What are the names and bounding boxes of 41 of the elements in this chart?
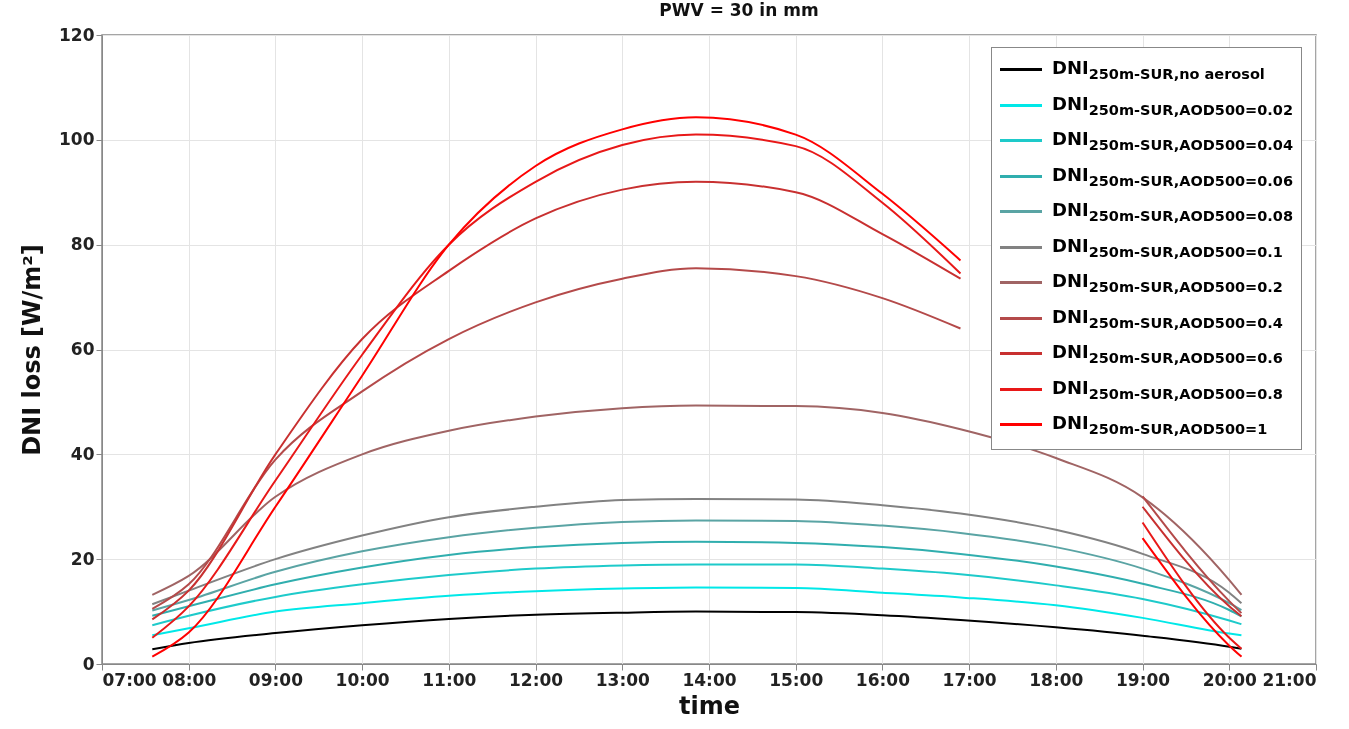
y-tick-label: 0 — [82, 653, 95, 674]
x-tick-label: 14:00 — [682, 669, 737, 690]
y-tick-label: 20 — [70, 548, 95, 569]
line-series — [151, 497, 1243, 606]
x-tick-label: 18:00 — [1029, 669, 1084, 690]
legend-label: DNI$_{250m-SUR,AOD500=0.08}$ — [1051, 199, 1293, 225]
x-tick-label: 11:00 — [422, 669, 477, 690]
line-series — [151, 519, 1243, 612]
x-tick-label: 20:00 — [1202, 669, 1258, 690]
line-series — [151, 610, 1243, 651]
legend-label: DNI$_{250m-SUR,AOD500=0.06}$ — [1051, 163, 1293, 189]
legend-label: DNI$_{250m-SUR,AOD500=0.8}$ — [1051, 376, 1283, 402]
x-tick-label: 09:00 — [248, 669, 304, 690]
y-tick-label: 120 — [59, 24, 95, 45]
x-tick-label: 21:00 — [1262, 669, 1317, 690]
y-tick-label: 100 — [59, 129, 95, 150]
legend-label: DNI$_{250m-SUR,AOD500=0.04}$ — [1051, 128, 1293, 154]
legend-label: DNI$_{250m-SUR,AOD500=0.1}$ — [1051, 234, 1283, 260]
y-tick-label: 40 — [70, 443, 95, 464]
legend-label: DNI$_{250m-SUR,AOD500=0.4}$ — [1051, 305, 1283, 331]
x-axis-title: time — [679, 691, 740, 720]
y-axis-title: DNI loss [W/m²] — [18, 244, 47, 456]
legend-label: DNI$_{250m-SUR,AOD500=0.6}$ — [1051, 341, 1283, 367]
x-tick-label: 15:00 — [769, 669, 824, 690]
x-tick-label: 16:00 — [855, 669, 911, 690]
legend-label: DNI$_{250m-SUR,AOD500=1}$ — [1051, 412, 1268, 438]
line-series — [151, 586, 1243, 637]
x-tick-label: 19:00 — [1116, 669, 1171, 690]
x-tick-label: 12:00 — [509, 669, 564, 690]
x-tick-label: 07:00 — [102, 669, 157, 690]
x-tick-label: 10:00 — [335, 669, 390, 690]
y-tick-label: 80 — [70, 234, 95, 255]
x-tick-label: 17:00 — [942, 669, 997, 690]
legend-label: DNI$_{250m-SUR,AOD500=0.02}$ — [1051, 92, 1293, 118]
x-tick-label: 08:00 — [162, 669, 217, 690]
legend-label: DNI$_{250m-SUR,AOD500=0.2}$ — [1051, 270, 1283, 296]
chart-title: PWV = 30 in mm — [659, 0, 819, 20]
x-tick-label: 13:00 — [595, 669, 651, 690]
line-series — [151, 563, 1243, 627]
y-tick-label: 60 — [70, 339, 95, 359]
legend-label: DNI$_{250m-SUR,no aerosol}$ — [1051, 57, 1265, 83]
